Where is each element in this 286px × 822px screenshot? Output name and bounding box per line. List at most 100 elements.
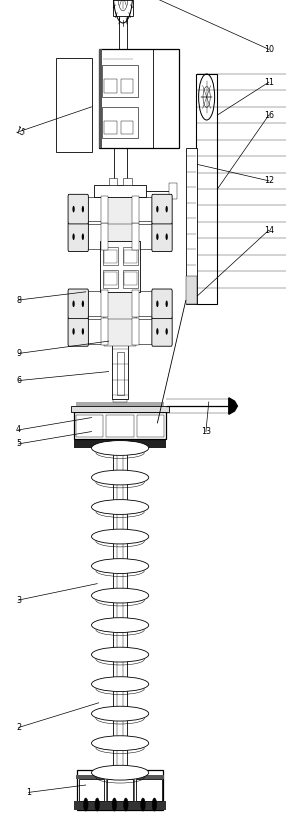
Bar <box>103 247 118 266</box>
Text: 15: 15 <box>13 125 26 138</box>
Bar <box>132 196 139 223</box>
Bar <box>71 224 169 249</box>
Circle shape <box>84 798 88 811</box>
Circle shape <box>112 798 117 811</box>
Bar <box>101 290 108 317</box>
Circle shape <box>82 233 84 240</box>
FancyBboxPatch shape <box>152 194 172 224</box>
Bar <box>123 178 132 186</box>
Bar <box>197 92 216 105</box>
Bar <box>132 290 139 317</box>
Bar <box>76 415 104 437</box>
Text: 3: 3 <box>16 596 21 604</box>
Text: 9: 9 <box>16 349 21 358</box>
Circle shape <box>152 798 157 811</box>
Ellipse shape <box>92 529 149 544</box>
Bar <box>123 270 138 288</box>
Bar <box>56 58 92 152</box>
Text: 5: 5 <box>16 440 21 448</box>
Circle shape <box>156 233 158 240</box>
Circle shape <box>156 328 158 335</box>
Bar <box>79 779 104 801</box>
Bar <box>104 222 136 252</box>
Circle shape <box>141 798 145 811</box>
Bar <box>106 415 134 437</box>
Bar <box>197 76 216 89</box>
Circle shape <box>166 301 168 307</box>
Bar <box>71 292 169 316</box>
FancyBboxPatch shape <box>68 222 88 252</box>
Bar <box>197 158 216 171</box>
Bar <box>104 121 117 134</box>
Ellipse shape <box>92 677 149 691</box>
Text: 13: 13 <box>201 427 211 436</box>
Bar <box>113 0 133 16</box>
Circle shape <box>156 301 158 307</box>
Bar <box>74 412 166 439</box>
Polygon shape <box>229 398 237 414</box>
Bar <box>104 272 117 285</box>
Bar <box>104 80 117 93</box>
Circle shape <box>72 233 75 240</box>
Bar <box>123 247 138 266</box>
Bar <box>76 402 164 406</box>
Text: 16: 16 <box>264 111 274 119</box>
Ellipse shape <box>92 441 149 455</box>
Ellipse shape <box>92 706 149 721</box>
Bar <box>116 352 124 395</box>
Bar <box>197 256 216 270</box>
Circle shape <box>166 233 168 240</box>
Text: 2: 2 <box>16 723 21 732</box>
Bar <box>197 109 216 122</box>
Bar <box>71 319 169 344</box>
Bar <box>104 289 136 319</box>
Bar <box>104 194 136 224</box>
Circle shape <box>82 206 84 212</box>
Ellipse shape <box>92 589 149 603</box>
Bar <box>101 223 108 250</box>
Ellipse shape <box>92 559 149 574</box>
Circle shape <box>156 206 158 212</box>
Text: 11: 11 <box>264 78 274 86</box>
Bar <box>99 49 179 148</box>
Circle shape <box>72 206 75 212</box>
FancyBboxPatch shape <box>152 289 172 319</box>
Bar <box>132 223 139 250</box>
Bar <box>100 241 140 292</box>
Circle shape <box>124 798 128 811</box>
Bar <box>74 439 166 448</box>
Bar <box>113 399 127 402</box>
Bar <box>121 80 133 93</box>
Circle shape <box>72 328 75 335</box>
Bar <box>103 270 118 288</box>
Bar <box>101 196 108 223</box>
Bar <box>197 289 216 302</box>
Circle shape <box>82 328 84 335</box>
Ellipse shape <box>92 736 149 750</box>
FancyBboxPatch shape <box>152 316 172 346</box>
Text: 1: 1 <box>26 788 31 797</box>
Bar <box>109 178 117 186</box>
Bar <box>107 779 133 801</box>
Text: 4: 4 <box>16 426 21 434</box>
Bar <box>71 196 169 221</box>
Bar <box>102 107 138 138</box>
Ellipse shape <box>92 765 149 780</box>
Bar <box>99 49 102 148</box>
Bar <box>197 224 216 237</box>
Bar <box>121 121 133 134</box>
Bar <box>104 250 117 263</box>
Bar <box>76 775 164 779</box>
Bar <box>72 406 169 412</box>
Text: 8: 8 <box>16 296 21 304</box>
Text: 10: 10 <box>264 45 274 53</box>
Circle shape <box>72 301 75 307</box>
Circle shape <box>166 206 168 212</box>
Bar <box>197 240 216 253</box>
Bar <box>132 318 139 345</box>
Text: 14: 14 <box>264 226 274 234</box>
Bar <box>197 207 216 220</box>
Circle shape <box>82 301 84 307</box>
Bar <box>104 316 136 346</box>
Text: 12: 12 <box>264 177 274 185</box>
